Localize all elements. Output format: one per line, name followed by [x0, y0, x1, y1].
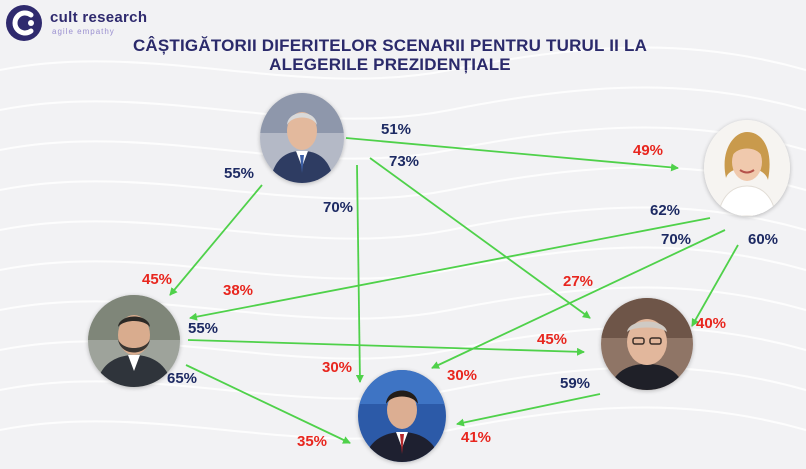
label-right-to-bottom-pct: 70% — [661, 231, 692, 248]
label-left-to-bottom-pct: 65% — [167, 370, 198, 387]
arrow-right-to-bottom-right — [691, 244, 739, 327]
arrow-right-to-bottom — [431, 229, 726, 369]
arrow-left-to-bottom-right — [187, 339, 585, 356]
label-bottom-right-vs-top-pct: 27% — [563, 273, 594, 290]
arrow-top-to-bottom-right — [369, 157, 591, 319]
label-top-to-right-pct: 51% — [381, 121, 412, 138]
label-left-to-bottom-right-pct: 55% — [188, 320, 219, 337]
arrow-top-to-right — [345, 137, 679, 172]
label-right-vs-top-pct: 49% — [633, 142, 664, 159]
portrait-man-grey-hair-icon — [260, 93, 344, 183]
title-line-2: ALEGERILE PREZIDENȚIALE — [269, 55, 511, 74]
label-bottom-right-vs-left-pct: 45% — [537, 331, 568, 348]
candidate-bottom-portrait[interactable] — [358, 370, 446, 462]
page-title: CÂȘTIGĂTORII DIFERITELOR SCENARII PENTRU… — [120, 36, 660, 74]
label-top-to-bottom-pct: 70% — [323, 199, 354, 216]
label-right-to-bottom-right-pct: 60% — [748, 231, 779, 248]
arrow-top-to-left — [169, 184, 263, 296]
label-bottom-vs-top-pct: 30% — [322, 359, 353, 376]
brand-tagline: agile empathy — [52, 27, 115, 36]
label-top-to-bottom-right-pct: 73% — [389, 153, 420, 170]
label-bottom-vs-left-pct: 35% — [297, 433, 328, 450]
label-bottom-vs-bottom-right-pct: 41% — [461, 429, 492, 446]
candidate-top-portrait[interactable] — [260, 93, 344, 183]
cult-logo-icon — [6, 5, 42, 41]
candidate-bottom-right-portrait[interactable] — [601, 298, 693, 390]
arrow-bottom-right-to-bottom — [456, 393, 601, 427]
arrow-right-to-left — [189, 217, 711, 321]
label-bottom-right-vs-right-pct: 40% — [696, 315, 727, 332]
brand-name: cult research — [50, 9, 148, 26]
arrow-left-to-bottom — [185, 364, 351, 444]
title-line-1: CÂȘTIGĂTORII DIFERITELOR SCENARII PENTRU… — [132, 36, 648, 55]
label-bottom-vs-right-pct: 30% — [447, 367, 478, 384]
portrait-man-elderly-icon — [601, 298, 693, 390]
portrait-woman-blonde-icon — [704, 120, 790, 216]
label-top-to-left-pct: 55% — [224, 165, 255, 182]
candidate-right-portrait[interactable] — [704, 120, 790, 216]
label-right-to-left-pct: 62% — [650, 202, 681, 219]
label-left-vs-right-pct: 38% — [223, 282, 254, 299]
portrait-man-dark-hair-icon — [358, 370, 446, 462]
label-bottom-right-to-bottom-pct: 59% — [560, 375, 591, 392]
brand-logo[interactable]: cult research agile empathy — [4, 3, 164, 43]
arrow-top-to-bottom — [355, 164, 364, 383]
label-left-vs-top-pct: 45% — [142, 271, 173, 288]
